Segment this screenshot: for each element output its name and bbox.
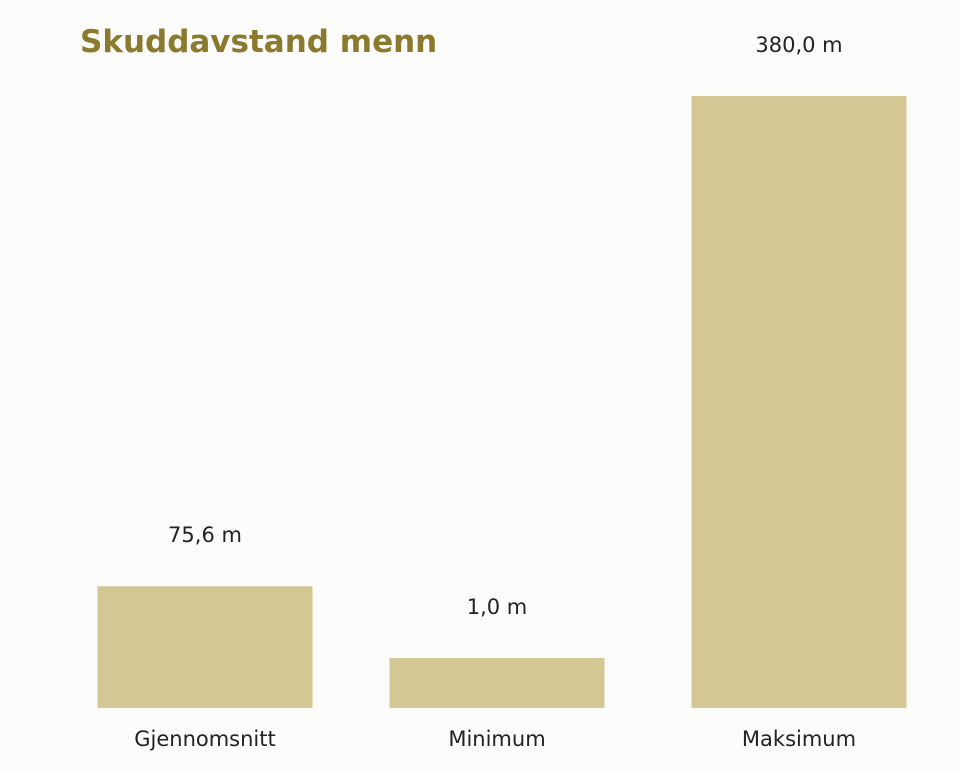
category-labels-group: Gjennomsnitt Minimum Maksimum	[134, 727, 856, 751]
bar-minimum	[389, 658, 605, 708]
value-label-maksimum: 380,0 m	[755, 33, 842, 57]
bar-maksimum	[691, 96, 907, 708]
value-labels-group: 75,6 m 1,0 m 380,0 m	[168, 33, 843, 619]
chart-title: Skuddavstand menn	[80, 24, 437, 60]
value-label-minimum: 1,0 m	[467, 595, 528, 619]
bar-gjennomsnitt	[97, 586, 313, 708]
category-label-gjennomsnitt: Gjennomsnitt	[134, 727, 276, 751]
bars-group	[97, 96, 907, 708]
category-label-minimum: Minimum	[448, 727, 545, 751]
value-label-gjennomsnitt: 75,6 m	[168, 523, 242, 547]
category-label-maksimum: Maksimum	[742, 727, 856, 751]
